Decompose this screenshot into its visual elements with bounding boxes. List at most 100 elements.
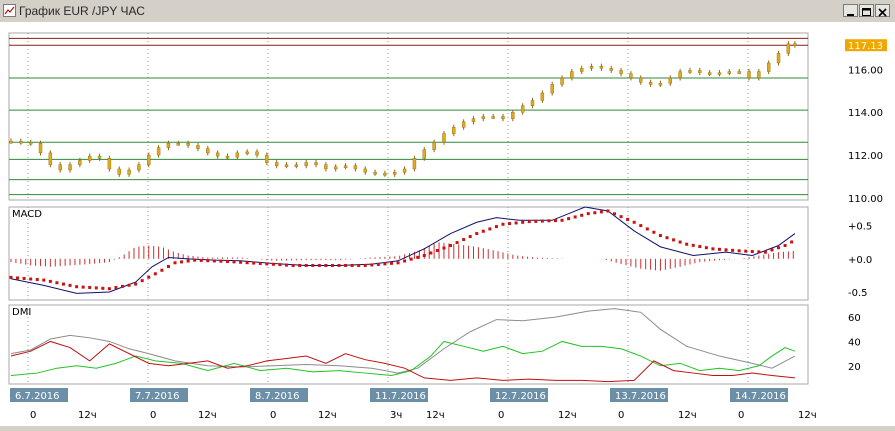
macd-signal-point [239, 260, 243, 264]
candle-body [501, 116, 505, 119]
macd-signal-point [225, 259, 229, 263]
macd-signal-point [547, 219, 551, 223]
macd-signal-point [442, 246, 446, 250]
macd-signal-point [61, 282, 65, 286]
hour-label: 12ч [78, 410, 97, 421]
minimize-button[interactable] [843, 4, 858, 17]
candle-body [127, 169, 131, 175]
macd-signal-point [573, 215, 577, 219]
macd-tick-label: +0.0 [848, 255, 872, 266]
hour-label: 12ч [198, 410, 217, 421]
maximize-button[interactable] [859, 4, 874, 17]
candle-body [245, 151, 249, 155]
macd-signal-point [16, 276, 20, 280]
macd-signal-point [540, 219, 544, 223]
candle-body [786, 43, 791, 54]
macd-signal-point [278, 263, 282, 267]
macd-signal-point [626, 217, 630, 221]
candle-body [9, 140, 13, 144]
macd-signal-point [134, 282, 138, 286]
title-bar[interactable]: График EUR /JPY ЧАС [0, 0, 895, 23]
hour-label: 0 [738, 410, 744, 421]
macd-signal-point [665, 236, 669, 240]
macd-signal-point [68, 283, 72, 287]
macd-signal-point [435, 249, 439, 253]
candle-body [235, 152, 240, 158]
macd-signal-point [462, 238, 466, 242]
current-price-tag [845, 39, 887, 52]
macd-signal-point [324, 263, 328, 267]
macd-signal-point [160, 268, 164, 272]
candle-body [540, 92, 545, 101]
macd-tick-label: -0.5 [848, 288, 868, 299]
date-tag-label: 11.7.2016 [375, 391, 426, 402]
macd-signal-point [652, 230, 656, 234]
candle-body [793, 43, 797, 46]
current-price-label: 117.13 [848, 41, 883, 52]
macd-signal-point [199, 258, 203, 262]
candle-body [324, 164, 328, 170]
candle-body [166, 143, 171, 148]
candle-body [363, 168, 367, 173]
date-tag [250, 388, 308, 402]
hour-label: 12ч [678, 410, 697, 421]
macd-signal-point [311, 263, 315, 267]
macd-signal-point [81, 285, 85, 289]
macd-signal-point [265, 262, 269, 266]
macd-signal-point [121, 284, 125, 288]
macd-signal-point [357, 263, 361, 267]
candle-body [589, 65, 594, 69]
macd-signal-point [219, 259, 223, 263]
macd-signal-point [285, 263, 289, 267]
macd-signal-point [560, 218, 564, 222]
macd-signal-point [763, 250, 767, 254]
macd-signal-point [9, 275, 13, 279]
candle-body [658, 83, 663, 86]
candle-body [560, 77, 564, 85]
candle-body [520, 105, 525, 113]
macd-signal-point [291, 263, 295, 267]
macd-signal-point [777, 246, 781, 250]
macd-signal-point [55, 281, 59, 285]
macd-signal-point [704, 246, 708, 250]
hour-label: 12ч [318, 410, 337, 421]
candle-body [461, 121, 466, 128]
macd-signal-point [527, 220, 531, 224]
macd-signal-point [94, 286, 98, 290]
macd-signal-point [147, 275, 151, 279]
macd-signal-point [232, 260, 236, 264]
candle-body [88, 155, 92, 161]
window-title: График EUR /JPY ЧАС [19, 4, 145, 18]
date-tag [490, 388, 548, 402]
candle-body [19, 140, 23, 144]
macd-signal-point [737, 249, 741, 253]
candle-body [737, 71, 741, 74]
macd-signal-point [127, 283, 131, 287]
hour-label: 0 [270, 410, 276, 421]
candle-body [274, 162, 279, 166]
candle-body [727, 71, 732, 74]
candle-body [757, 71, 761, 79]
macd-signal-point [593, 211, 597, 215]
dmi-tick-label: 20 [848, 362, 861, 373]
chart-area[interactable]: 116.00 114.00 112.00 110.00 117.13 MACD +0.5 +… [0, 22, 895, 426]
macd-signal-point [678, 240, 682, 244]
close-button[interactable] [875, 4, 890, 17]
macd-signal-point [639, 224, 643, 228]
macd-signal-point [416, 255, 420, 259]
candle-body [678, 71, 682, 79]
candle-body [412, 158, 417, 170]
macd-signal-point [580, 213, 584, 217]
macd-signal-point [114, 286, 118, 290]
macd-signal-point [685, 242, 689, 246]
macd-signal-point [186, 259, 190, 263]
macd-signal-point [724, 248, 728, 252]
chart-icon [3, 4, 16, 17]
macd-signal-point [193, 258, 197, 262]
macd-signal-point [508, 222, 512, 226]
macd-signal-point [494, 225, 498, 229]
candle-body [383, 173, 387, 176]
dmi-tick-label: 40 [848, 337, 861, 348]
macd-signal-point [757, 250, 761, 254]
